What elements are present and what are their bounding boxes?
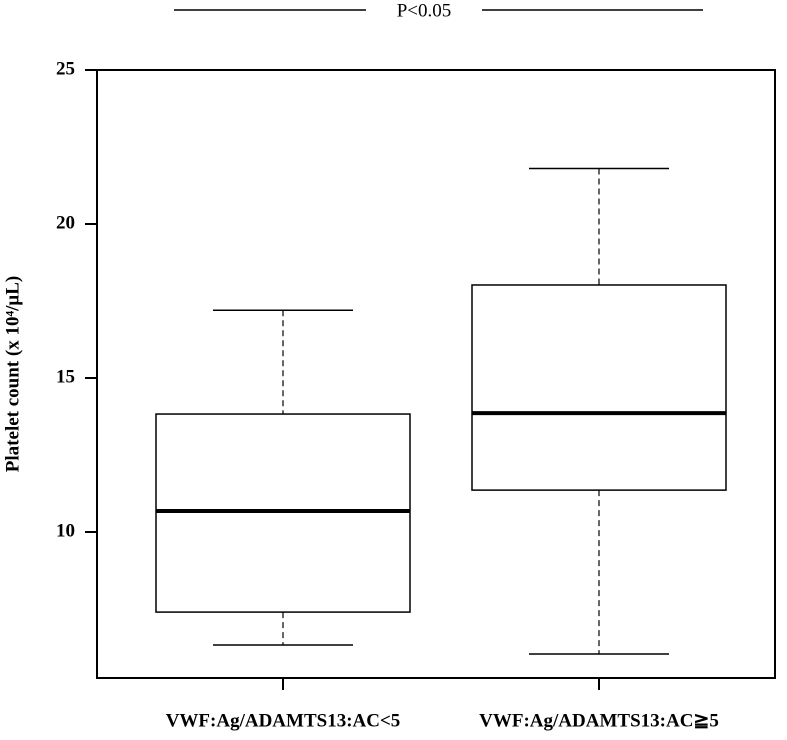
x-tick-label: VWF:Ag/ADAMTS13:AC≧5 [479,710,719,731]
y-tick-label: 10 [56,520,75,541]
box [155,413,411,613]
box [471,284,727,491]
y-axis-label: Platelet count (x 10⁴/μL) [2,276,23,472]
y-tick-label: 15 [56,366,75,387]
plot-frame [96,69,776,679]
y-tick-label: 25 [56,58,75,79]
annotation: P<0.05 [397,0,452,21]
x-tick-label: VWF:Ag/ADAMTS13:AC<5 [166,710,401,731]
y-tick-label: 20 [56,212,75,233]
